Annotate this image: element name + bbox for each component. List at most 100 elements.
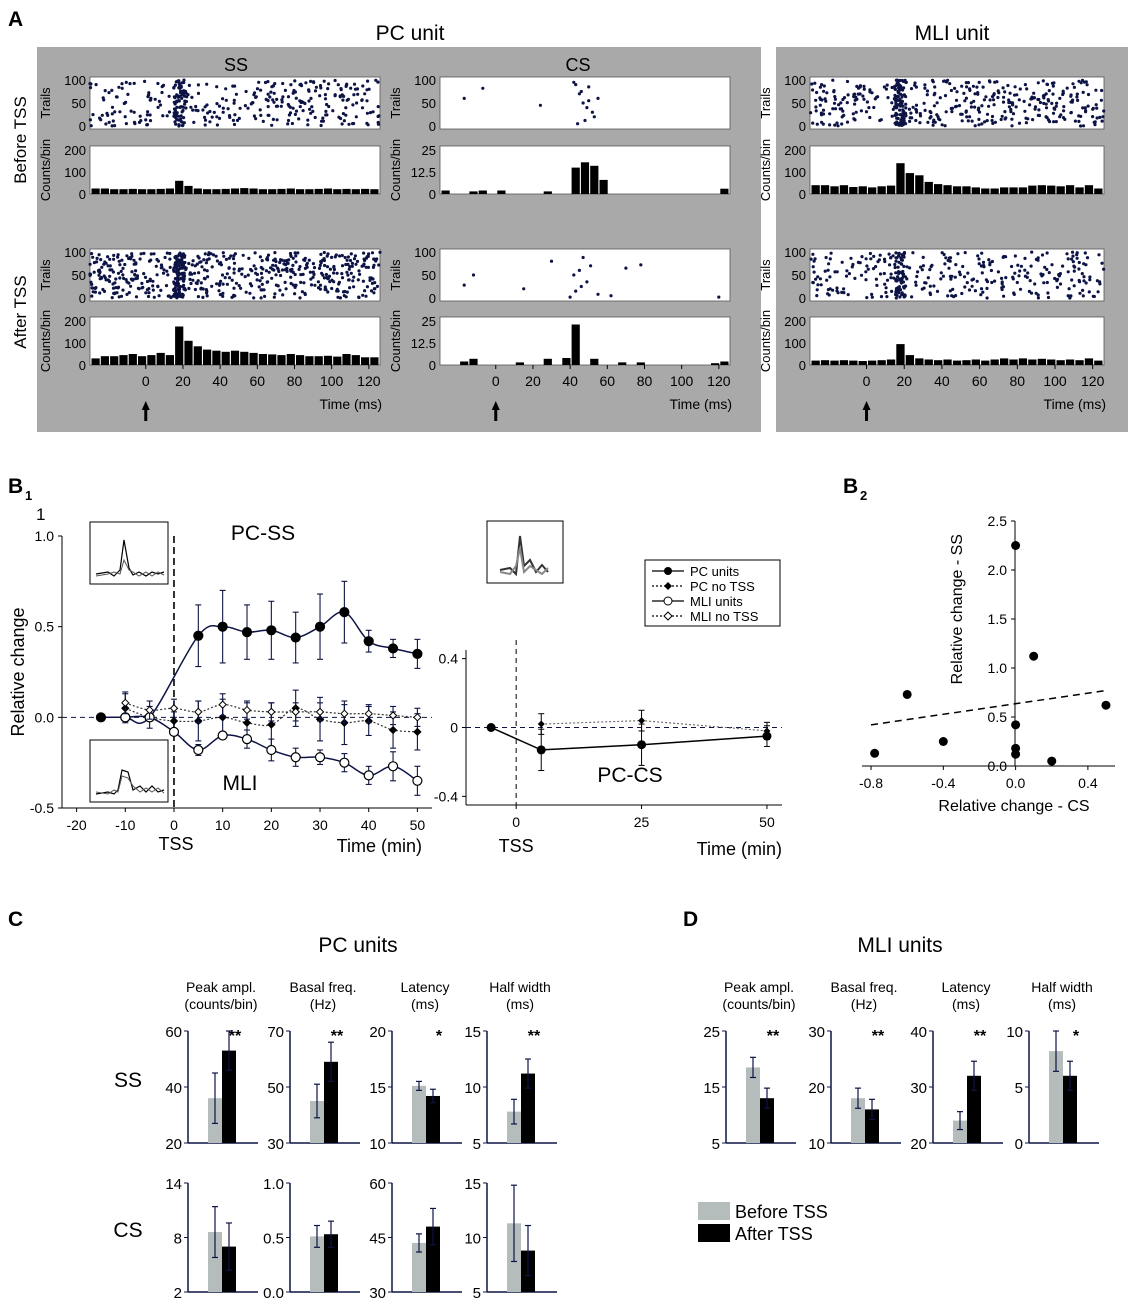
raster-spike [258,279,262,283]
raster-spike [889,272,893,276]
raster-spike [984,95,988,99]
raster-spike [1030,97,1034,101]
before-tss-bar [746,1067,760,1143]
raster-spike [822,84,826,88]
raster-spike [1088,275,1092,279]
raster-spike [1028,103,1032,107]
raster-spike [173,255,177,259]
pc-units-point [536,745,546,755]
raster-spike [859,273,864,277]
raster-spike [103,89,107,93]
raster-spike [936,115,940,119]
raster-spike [1053,276,1057,281]
raster-spike [153,97,157,101]
histogram-bar [333,356,342,365]
raster-spike [1007,98,1011,102]
histogram-tick-label: 0 [429,358,436,373]
histogram-bar [333,189,342,194]
raster-spike [1080,272,1084,276]
raster-spike [865,264,869,268]
raster-spike [355,101,359,105]
raster-spike [361,263,366,268]
mli-no-tss-point [267,707,276,717]
raster-spike [320,271,324,275]
panel-label-c: C [8,908,23,931]
histogram-bar [1028,359,1037,365]
raster-spike [898,78,902,83]
raster-spike [291,263,295,267]
raster-spike [103,260,107,264]
raster-spike [344,295,348,299]
scatter-point [1029,651,1039,661]
histogram-bar [478,190,487,194]
raster-spike [813,81,817,85]
raster-spike [206,111,210,115]
raster-spike [904,122,908,126]
raster-spike [860,255,864,259]
histogram-bar [562,358,571,365]
raster-spike [966,119,970,123]
raster-spike [1052,120,1056,124]
histogram-bar [323,188,333,194]
trails-axis-label: Trails [388,259,403,291]
raster-spike [363,289,367,293]
y-tick-label: 30 [910,1080,927,1097]
raster-spike [933,91,937,95]
raster-spike [923,108,927,112]
raster-spike [973,92,977,96]
raster-spike [904,113,908,117]
histogram-bar [110,189,119,194]
raster-spike [898,101,903,105]
raster-spike [902,119,906,123]
raster-spike [118,276,122,280]
panel-label-b1-extra: 1 [36,505,45,524]
histogram-bar [1000,358,1009,365]
raster-spike [270,123,274,127]
scatter-point [1011,720,1021,730]
raster-spike [166,273,170,277]
histogram-bar [1094,188,1103,194]
raster-spike [156,105,160,109]
raster-spike [324,109,328,113]
trend-line [870,689,1107,726]
raster-spike [1079,124,1083,128]
raster-spike [1076,98,1080,102]
raster-spike [370,251,375,255]
raster-spike [1058,115,1062,119]
raster-spike [215,282,219,286]
raster-spike [157,294,161,298]
raster-spike [172,100,176,104]
raster-spike [97,268,101,272]
raster-spike [174,264,178,268]
raster-spike [182,91,186,95]
raster-spike [177,292,181,296]
raster-spike [1050,81,1054,85]
histogram-bar [1047,359,1056,365]
raster-spike [202,268,207,272]
significance-marker: ** [331,1028,344,1045]
raster-spike [895,104,899,108]
raster-spike [1036,256,1040,260]
raster-spike [372,257,376,261]
raster-spike [979,287,984,291]
significance-marker: ** [974,1028,987,1045]
mli-no-tss-point [388,711,398,720]
raster-spike [234,92,238,96]
raster-spike [1001,285,1006,289]
raster-spike [227,114,232,118]
raster-spike [132,258,136,262]
raster-spike [299,273,303,277]
histogram-bar [370,357,379,365]
raster-spike [973,124,977,128]
y-tick-label: 0 [1015,1136,1023,1153]
raster-spike [1017,98,1021,102]
raster-spike [898,278,902,282]
raster-spike [1072,85,1076,89]
raster-spike [581,255,585,260]
raster-spike [901,280,906,284]
raster-spike [252,264,256,268]
legend-mli-no-tss-label: MLI no TSS [690,609,759,624]
raster-spike [961,264,965,269]
raster-spike [840,290,844,294]
raster-spike [1002,294,1006,298]
